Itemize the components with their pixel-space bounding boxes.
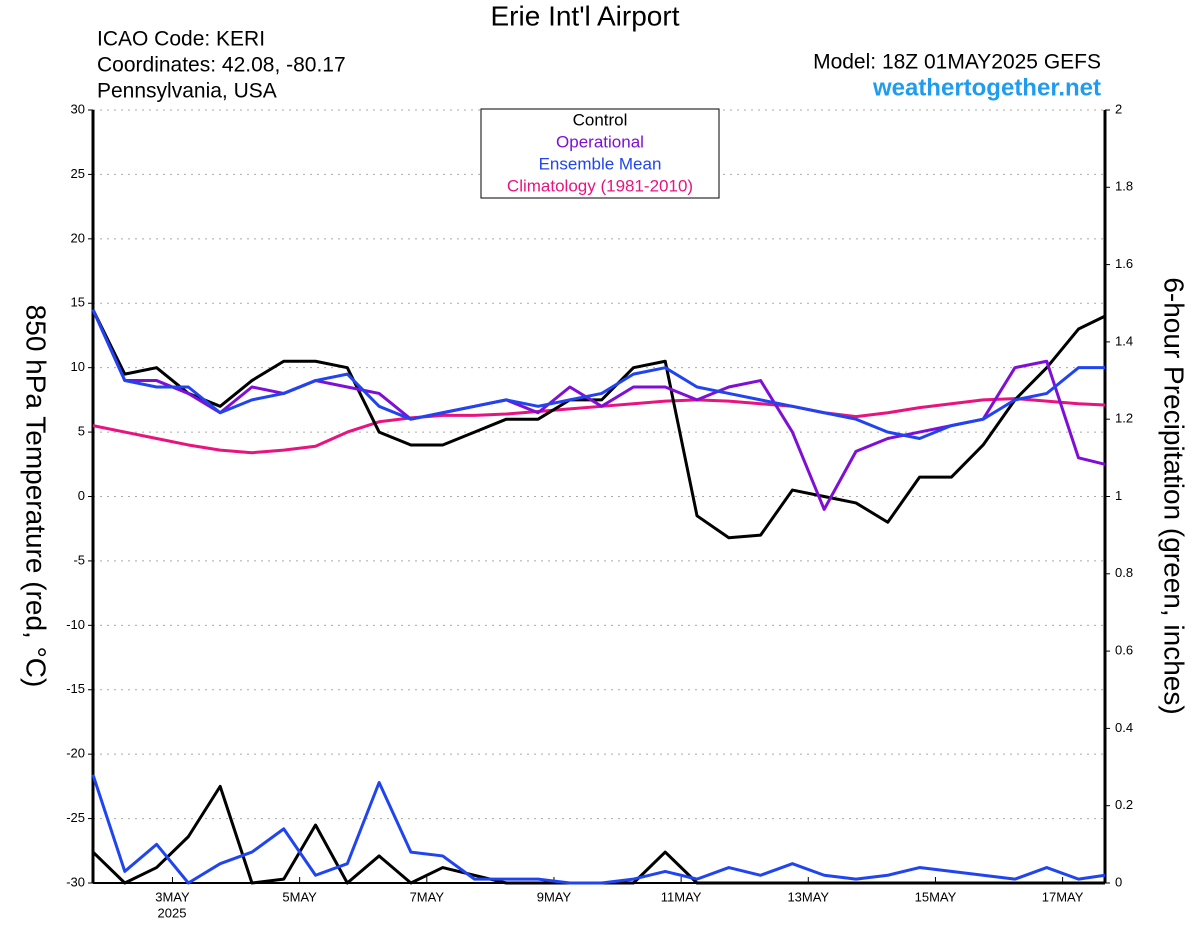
y2-tick-label: 0.4 xyxy=(1115,720,1133,735)
y-tick-label: 5 xyxy=(78,424,85,439)
y-tick-label: -30 xyxy=(66,874,85,889)
y-tick-label: 25 xyxy=(71,166,85,181)
y2-tick-label: 0.6 xyxy=(1115,643,1133,658)
legend-entry: Control xyxy=(573,110,628,129)
y-tick-label: 20 xyxy=(71,230,85,245)
y2-tick-label: 1.8 xyxy=(1115,179,1133,194)
series-line xyxy=(91,309,1106,511)
x-tick-label: 9MAY xyxy=(537,889,572,904)
y-tick-label: 10 xyxy=(71,359,85,374)
y-tick-label: -15 xyxy=(66,681,85,696)
y-tick-label: -25 xyxy=(66,810,85,825)
y-tick-label: -20 xyxy=(66,746,85,761)
x-tick-label: 13MAY xyxy=(787,889,829,904)
info-line: Pennsylvania, USA xyxy=(97,80,277,103)
y-tick-label: -10 xyxy=(66,617,85,632)
series-line xyxy=(91,784,1105,885)
x-tick-label: 3MAY xyxy=(155,889,190,904)
y-tick-label: 0 xyxy=(78,488,85,503)
y2-tick-label: 0 xyxy=(1115,874,1122,889)
model-label: Model: 18Z 01MAY2025 GEFS xyxy=(813,51,1101,74)
x-tick-label: 7MAY xyxy=(410,889,445,904)
chart-title: Erie Int'l Airport xyxy=(491,0,680,31)
y-tick-label: 30 xyxy=(71,101,85,116)
y-tick-label: 15 xyxy=(71,295,85,310)
legend-entry: Climatology (1981-2010) xyxy=(507,176,693,195)
y2-axis-label: 6-hour Precipitation (green, inches) xyxy=(1159,277,1190,714)
x-tick-label: 17MAY xyxy=(1042,889,1084,904)
y2-tick-label: 0.8 xyxy=(1115,565,1133,580)
legend-entry: Ensemble Mean xyxy=(539,154,662,173)
x-tick-label: 11MAY xyxy=(661,889,702,904)
legend-entry: Operational xyxy=(556,132,644,151)
y2-tick-label: 2 xyxy=(1115,101,1122,116)
year-label: 2025 xyxy=(158,905,187,920)
info-line: Coordinates: 42.08, -80.17 xyxy=(97,54,346,77)
series-line xyxy=(91,309,1105,441)
y2-tick-label: 1.4 xyxy=(1115,333,1133,348)
legend-box xyxy=(480,108,720,199)
x-tick-label: 5MAY xyxy=(282,889,317,904)
x-tick-label: 15MAY xyxy=(915,889,957,904)
site-label: weathertogether.net xyxy=(872,74,1101,101)
y-axis-label: 850 hPa Temperature (red, °C) xyxy=(21,305,52,688)
y2-tick-label: 1 xyxy=(1115,488,1122,503)
y2-tick-label: 0.2 xyxy=(1115,797,1133,812)
y-tick-label: -5 xyxy=(73,552,85,567)
y2-tick-label: 1.6 xyxy=(1115,256,1133,271)
info-line: ICAO Code: KERI xyxy=(97,28,265,51)
y2-tick-label: 1.2 xyxy=(1115,411,1133,426)
series-line xyxy=(91,774,1106,885)
series-line xyxy=(91,309,1106,540)
